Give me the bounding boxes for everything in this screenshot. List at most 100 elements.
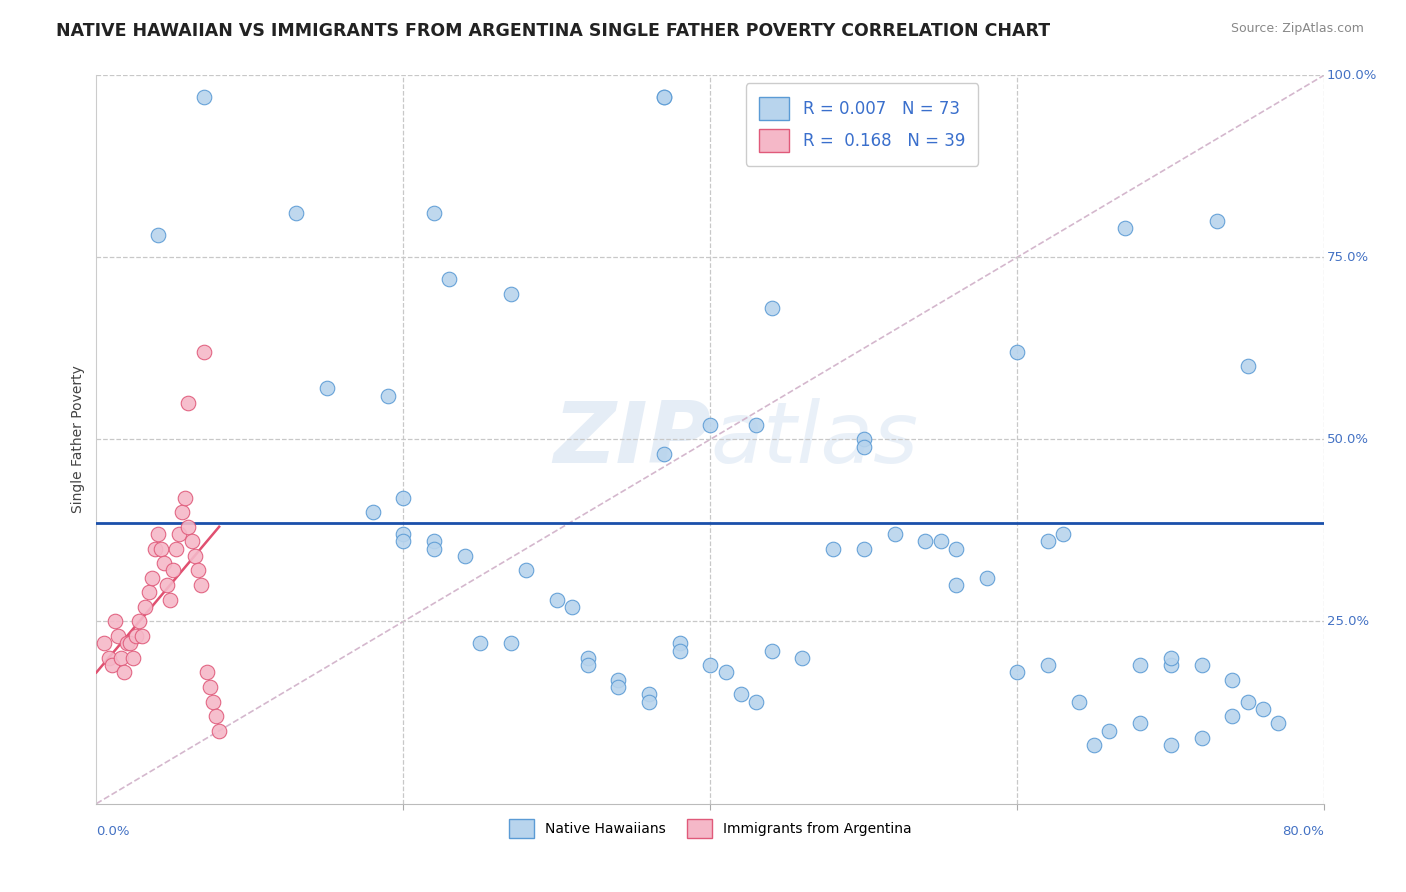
Point: [138, 585, 160, 599]
Point: [607, 673, 630, 687]
Point: [141, 571, 163, 585]
Point: [652, 90, 675, 104]
Point: [439, 272, 461, 286]
Point: [714, 665, 737, 680]
Text: ZIP: ZIP: [553, 398, 710, 481]
Point: [146, 527, 169, 541]
Point: [423, 206, 446, 220]
Point: [699, 417, 721, 432]
Point: [1007, 344, 1029, 359]
Point: [110, 651, 132, 665]
Point: [914, 534, 936, 549]
Point: [315, 381, 337, 395]
Point: [177, 520, 200, 534]
Point: [1114, 221, 1136, 235]
Point: [454, 549, 477, 563]
Text: 80.0%: 80.0%: [1282, 825, 1324, 838]
Point: [745, 695, 768, 709]
Point: [159, 592, 181, 607]
Text: 25.0%: 25.0%: [1327, 615, 1369, 628]
Point: [1236, 695, 1258, 709]
Point: [638, 695, 661, 709]
Point: [1036, 534, 1059, 549]
Point: [1267, 716, 1289, 731]
Point: [576, 658, 599, 673]
Point: [131, 629, 153, 643]
Point: [392, 491, 415, 505]
Point: [1160, 739, 1182, 753]
Point: [1007, 665, 1029, 680]
Point: [122, 651, 145, 665]
Point: [202, 695, 225, 709]
Point: [193, 344, 215, 359]
Text: 50.0%: 50.0%: [1327, 433, 1369, 446]
Text: 75.0%: 75.0%: [1327, 251, 1369, 264]
Point: [198, 680, 221, 694]
Point: [392, 534, 415, 549]
Point: [852, 433, 875, 447]
Point: [165, 541, 187, 556]
Point: [499, 636, 522, 650]
Point: [1220, 709, 1243, 723]
Point: [167, 527, 190, 541]
Point: [120, 636, 142, 650]
Point: [1251, 702, 1274, 716]
Point: [149, 541, 172, 556]
Point: [1129, 658, 1152, 673]
Point: [1129, 716, 1152, 731]
Point: [945, 541, 967, 556]
Text: 100.0%: 100.0%: [1327, 69, 1378, 81]
Point: [607, 680, 630, 694]
Point: [284, 206, 307, 220]
Point: [97, 651, 120, 665]
Point: [638, 687, 661, 701]
Point: [180, 534, 202, 549]
Point: [156, 578, 179, 592]
Point: [668, 643, 690, 657]
Point: [929, 534, 952, 549]
Point: [730, 687, 752, 701]
Point: [852, 440, 875, 454]
Point: [1083, 739, 1105, 753]
Point: [745, 417, 768, 432]
Point: [205, 709, 228, 723]
Point: [193, 90, 215, 104]
Point: [515, 564, 537, 578]
Point: [561, 599, 583, 614]
Point: [761, 643, 783, 657]
Point: [143, 541, 166, 556]
Point: [1160, 651, 1182, 665]
Point: [146, 228, 169, 243]
Point: [177, 396, 200, 410]
Point: [128, 615, 150, 629]
Point: [190, 578, 212, 592]
Point: [174, 491, 197, 505]
Point: [668, 636, 690, 650]
Point: [1191, 731, 1213, 745]
Point: [1220, 673, 1243, 687]
Point: [93, 636, 115, 650]
Point: [195, 665, 218, 680]
Point: [823, 541, 845, 556]
Point: [883, 527, 905, 541]
Point: [652, 447, 675, 461]
Point: [1052, 527, 1074, 541]
Point: [361, 505, 384, 519]
Legend: Native Hawaiians, Immigrants from Argentina: Native Hawaiians, Immigrants from Argent…: [503, 814, 917, 844]
Point: [134, 599, 156, 614]
Point: [183, 549, 205, 563]
Point: [115, 636, 138, 650]
Point: [423, 534, 446, 549]
Y-axis label: Single Father Poverty: Single Father Poverty: [72, 366, 86, 513]
Point: [104, 615, 127, 629]
Point: [187, 564, 209, 578]
Point: [377, 389, 399, 403]
Point: [1191, 658, 1213, 673]
Point: [392, 527, 415, 541]
Text: 0.0%: 0.0%: [97, 825, 129, 838]
Point: [699, 658, 721, 673]
Point: [162, 564, 184, 578]
Point: [125, 629, 148, 643]
Point: [761, 301, 783, 315]
Point: [852, 541, 875, 556]
